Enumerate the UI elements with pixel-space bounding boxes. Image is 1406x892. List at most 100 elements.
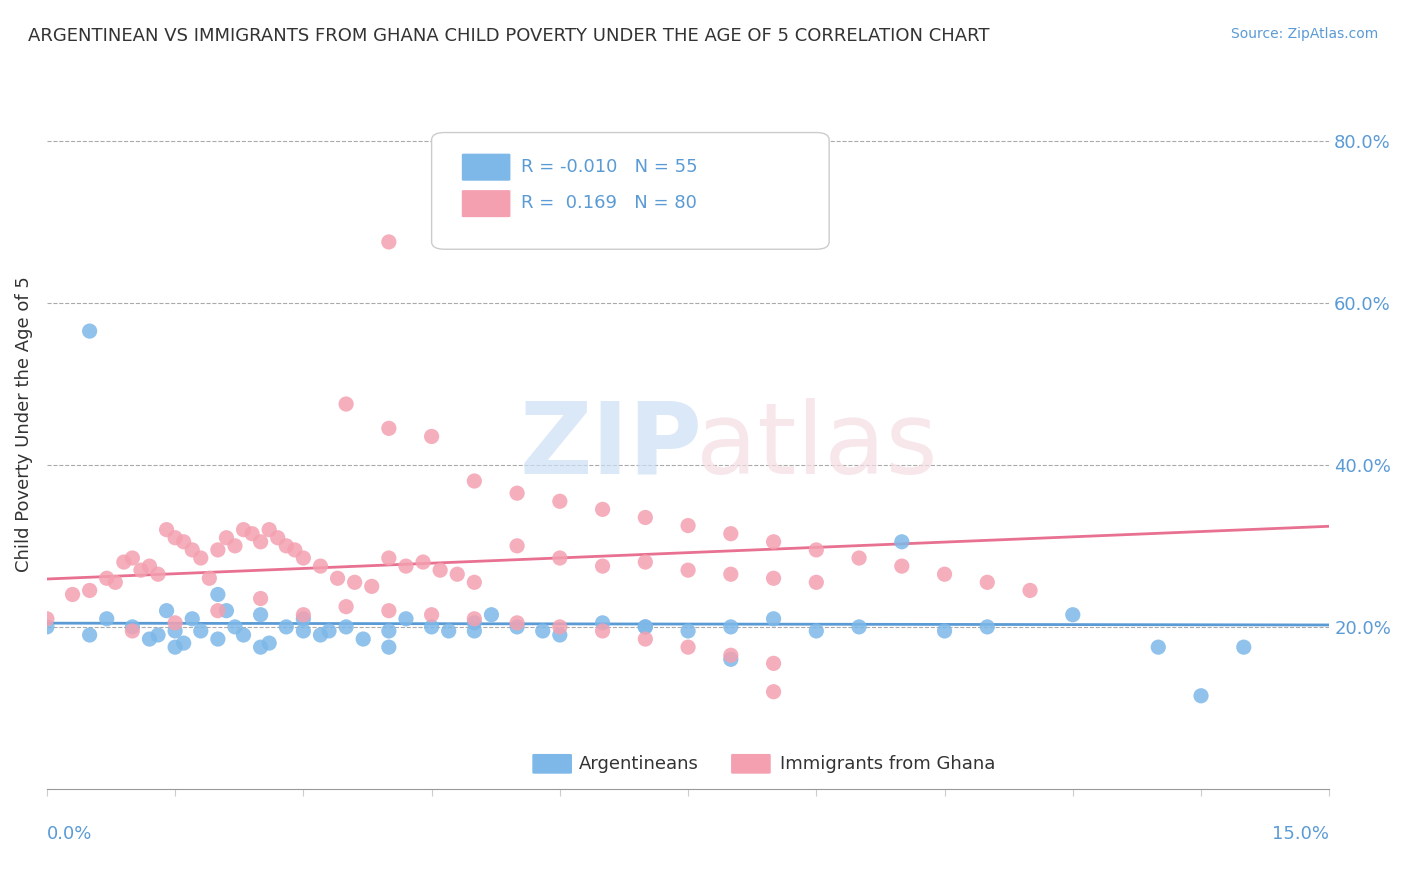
Point (335, 599, 357, 614)
Point (165, 531, 187, 545)
Point (548, 551, 571, 566)
Point (634, 510, 657, 524)
Point (378, 604, 401, 618)
Point (934, 624, 956, 638)
Point (249, 534, 271, 549)
Point (463, 615, 485, 630)
Point (420, 607, 443, 622)
Point (129, 563, 152, 577)
Point (890, 534, 912, 549)
Point (121, 624, 143, 638)
Point (79, 628, 101, 642)
Point (1189, 689, 1212, 703)
Text: Immigrants from Ghana: Immigrants from Ghana (780, 756, 995, 773)
Point (720, 652, 742, 666)
Point (848, 620, 870, 634)
Point (378, 421, 401, 435)
Y-axis label: Child Poverty Under the Age of 5: Child Poverty Under the Age of 5 (15, 277, 32, 573)
Point (463, 624, 485, 638)
Point (121, 620, 143, 634)
Point (548, 628, 571, 642)
Point (806, 575, 828, 590)
Point (173, 534, 195, 549)
Text: 15.0%: 15.0% (1272, 825, 1329, 844)
Point (190, 551, 212, 566)
Point (79, 583, 101, 598)
Point (762, 612, 785, 626)
Point (207, 604, 229, 618)
Point (420, 620, 443, 634)
Point (292, 624, 315, 638)
Point (96, 612, 118, 626)
Point (62, 587, 84, 601)
Point (806, 624, 828, 638)
Point (35, 612, 58, 626)
Point (276, 539, 298, 553)
Point (378, 640, 401, 655)
Point (292, 551, 315, 566)
Point (634, 555, 657, 569)
Point (592, 624, 614, 638)
Point (207, 587, 229, 601)
Point (976, 620, 998, 634)
Point (395, 612, 418, 626)
Point (165, 615, 187, 630)
Point (190, 624, 212, 638)
Point (720, 648, 742, 663)
Point (326, 571, 349, 585)
Point (548, 620, 571, 634)
Point (249, 640, 271, 655)
FancyBboxPatch shape (432, 133, 830, 249)
Point (292, 607, 315, 622)
Point (1019, 583, 1042, 598)
Point (257, 636, 280, 650)
Point (634, 620, 657, 634)
Point (1062, 607, 1084, 622)
Point (215, 604, 238, 618)
Text: 0.0%: 0.0% (46, 825, 93, 844)
Point (224, 539, 246, 553)
Point (360, 579, 382, 593)
Point (762, 684, 785, 698)
Point (762, 534, 785, 549)
Point (720, 620, 742, 634)
Point (531, 624, 554, 638)
Point (249, 591, 271, 606)
Point (232, 523, 254, 537)
Point (267, 531, 290, 545)
Point (676, 518, 699, 533)
Point (634, 620, 657, 634)
Point (934, 567, 956, 582)
Point (592, 502, 614, 516)
Point (676, 624, 699, 638)
Point (121, 551, 143, 566)
Point (215, 531, 238, 545)
Point (257, 523, 280, 537)
Point (420, 429, 443, 443)
Point (506, 620, 529, 634)
Point (463, 474, 485, 488)
Point (79, 324, 101, 338)
Point (762, 571, 785, 585)
Point (890, 559, 912, 574)
Point (198, 571, 221, 585)
Point (848, 551, 870, 566)
Point (181, 542, 204, 557)
Point (463, 575, 485, 590)
Point (395, 559, 418, 574)
Point (720, 526, 742, 541)
Point (138, 632, 160, 646)
Point (437, 624, 460, 638)
Point (96, 571, 118, 585)
Point (676, 563, 699, 577)
Point (352, 632, 374, 646)
Point (146, 628, 169, 642)
Point (976, 575, 998, 590)
Point (155, 604, 177, 618)
FancyBboxPatch shape (531, 753, 572, 774)
Point (506, 486, 529, 500)
Point (318, 624, 340, 638)
Point (762, 657, 785, 671)
FancyBboxPatch shape (461, 189, 512, 218)
Point (378, 624, 401, 638)
